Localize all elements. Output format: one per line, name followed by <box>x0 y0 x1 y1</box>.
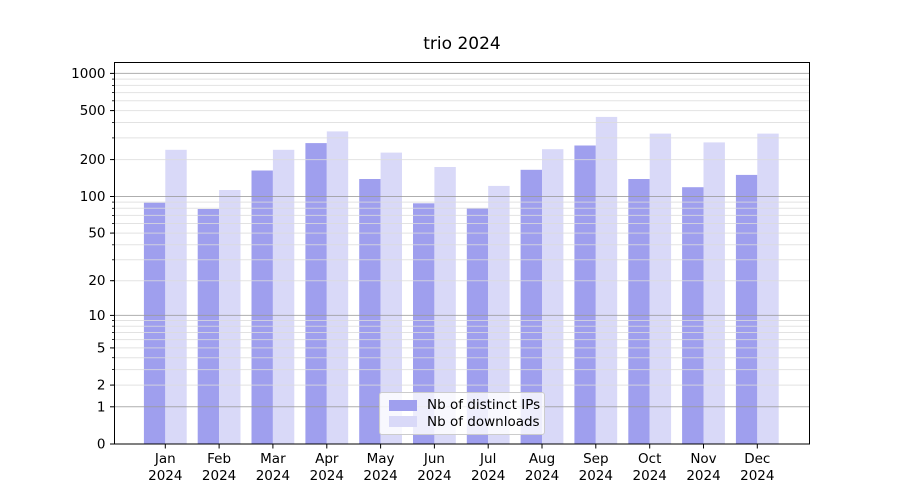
legend: Nb of distinct IPs Nb of downloads <box>379 392 545 435</box>
x-tick-label-sep: Sep 2024 <box>579 451 613 484</box>
chart-title: trio 2024 <box>423 34 501 54</box>
bar-distinct-ips-aug <box>520 169 542 445</box>
bar-downloads-jan <box>165 149 187 445</box>
y-tick-label-1: 1 <box>97 399 106 415</box>
y-tick-label-5: 5 <box>97 340 106 356</box>
y-tick-label-10: 10 <box>88 308 105 324</box>
x-tick-label-oct: Oct 2024 <box>633 451 667 484</box>
legend-label-distinct-ips: Nb of distinct IPs <box>427 397 541 414</box>
legend-swatch-downloads <box>389 416 417 428</box>
x-tick-label-jan: Jan 2024 <box>148 451 182 484</box>
y-tick-label-20: 20 <box>88 273 105 289</box>
bar-downloads-apr <box>326 131 349 444</box>
y-tick-label-500: 500 <box>80 103 106 119</box>
bar-distinct-ips-mar <box>251 170 273 444</box>
legend-item-distinct-ips: Nb of distinct IPs <box>389 397 540 414</box>
bar-downloads-dec <box>757 133 779 444</box>
legend-item-downloads: Nb of downloads <box>389 414 540 431</box>
x-tick-label-aug: Aug 2024 <box>525 451 559 484</box>
bar-downloads-jun <box>434 167 456 444</box>
y-tick-label-1000: 1000 <box>71 66 105 82</box>
y-tick-label-200: 200 <box>80 152 106 168</box>
bar-distinct-ips-jun <box>413 203 435 444</box>
bar-distinct-ips-jan <box>143 202 166 444</box>
x-tick-label-apr: Apr 2024 <box>310 451 344 484</box>
bar-downloads-feb <box>219 190 241 444</box>
axes-frame <box>114 62 810 445</box>
x-tick-label-nov: Nov 2024 <box>686 451 720 484</box>
bar-distinct-ips-apr <box>305 143 327 444</box>
bar-downloads-aug <box>542 149 564 444</box>
y-tick-label-2: 2 <box>97 378 106 394</box>
bar-distinct-ips-may <box>359 179 381 444</box>
x-tick-label-jun: Jun 2024 <box>417 451 451 484</box>
x-tick-label-mar: Mar 2024 <box>256 451 290 484</box>
bar-downloads-oct <box>649 133 672 444</box>
y-tick-label-50: 50 <box>88 226 105 242</box>
bar-distinct-ips-dec <box>735 174 758 444</box>
bar-downloads-may <box>380 152 402 444</box>
x-tick-label-jul: Jul 2024 <box>471 451 505 484</box>
bar-distinct-ips-oct <box>628 179 650 444</box>
bar-downloads-nov <box>703 142 725 444</box>
bar-distinct-ips-sep <box>574 145 596 444</box>
legend-label-downloads: Nb of downloads <box>427 413 540 430</box>
y-tick-label-100: 100 <box>80 189 106 205</box>
legend-swatch-distinct-ips <box>389 399 417 411</box>
x-tick-label-dec: Dec 2024 <box>740 451 774 484</box>
y-tick-label-0: 0 <box>97 437 106 453</box>
bar-downloads-mar <box>272 149 295 445</box>
x-tick-label-may: May 2024 <box>363 451 397 484</box>
x-tick-label-feb: Feb 2024 <box>202 451 236 484</box>
